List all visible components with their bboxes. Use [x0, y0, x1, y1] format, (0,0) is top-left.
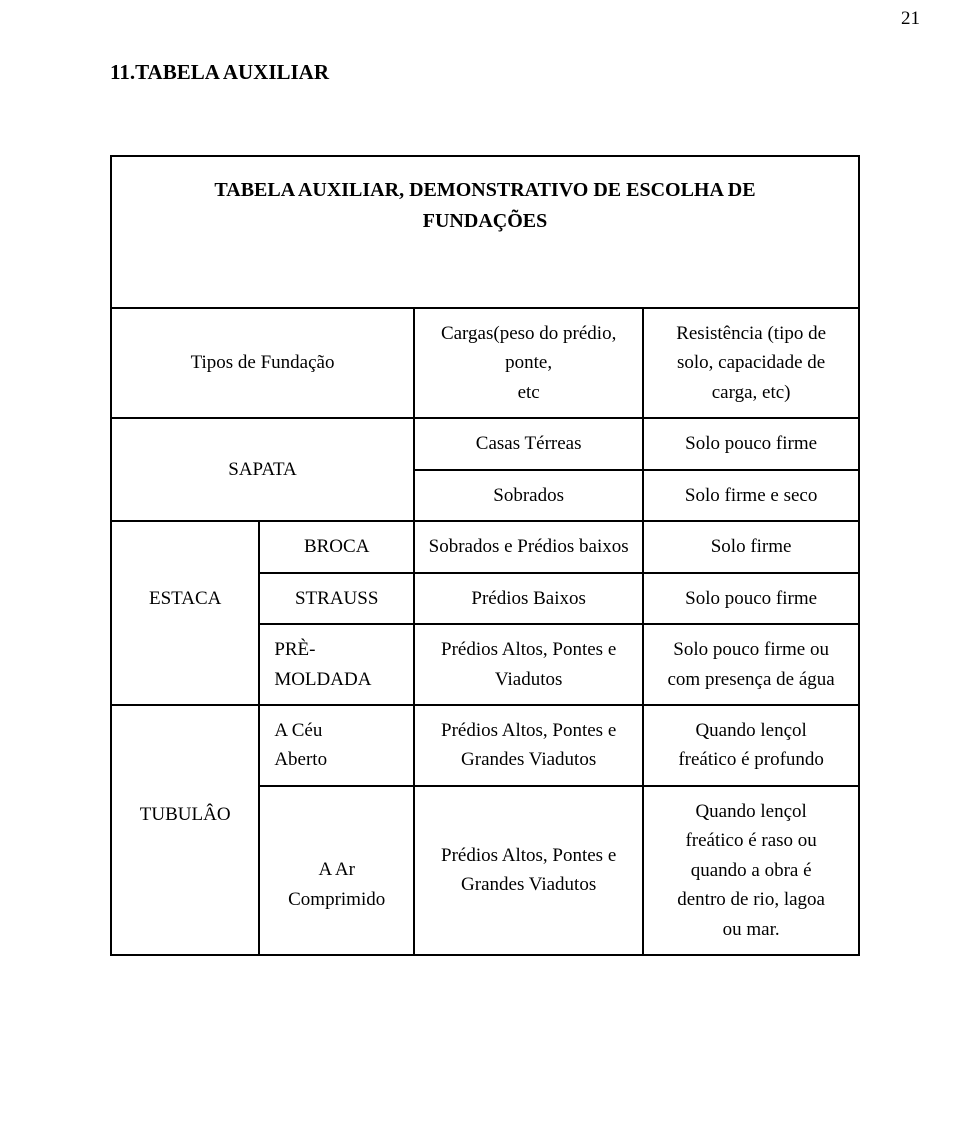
foundations-table: TABELA AUXILIAR, DEMONSTRATIVO DE ESCOLH…	[110, 155, 860, 956]
premoldada-label: PRÈ- MOLDADA	[259, 624, 414, 705]
estaca-label: ESTACA	[111, 573, 259, 624]
sapata-label: SAPATA	[111, 418, 414, 521]
strauss-label: STRAUSS	[259, 573, 414, 624]
broca-label: BROCA	[259, 521, 414, 572]
premoldada-c2: Solo pouco firme ou com presença de água	[643, 624, 859, 705]
premoldada-c2-l2: com presença de água	[668, 669, 835, 690]
ar-c2-l2: freático é raso ou	[685, 830, 816, 851]
ceu-c2-l1: Quando lençol	[695, 720, 806, 741]
ceu-c1-l1: Prédios Altos, Pontes e	[441, 720, 616, 741]
table-title-line2: FUNDAÇÕES	[423, 210, 547, 232]
broca-c2: Solo firme	[643, 521, 859, 572]
premoldada-c1-l2: Viadutos	[495, 669, 562, 690]
header-tipos: Tipos de Fundação	[111, 308, 414, 418]
ar-c2-l1: Quando lençol	[695, 801, 806, 822]
sapata-sobrados: Sobrados	[414, 470, 643, 521]
estaca-spacer-top	[111, 521, 259, 572]
strauss-c1: Prédios Baixos	[414, 573, 643, 624]
ceu-c2-l2: freático é profundo	[678, 749, 824, 770]
premoldada-l1: PRÈ-	[274, 639, 315, 660]
ar-c1-l2: Grandes Viadutos	[461, 874, 596, 895]
sapata-casas-res: Solo pouco firme	[643, 418, 859, 469]
header-res-l2: solo, capacidade de	[677, 352, 825, 373]
page-number: 21	[901, 8, 920, 30]
table-title-line1: TABELA AUXILIAR, DEMONSTRATIVO DE ESCOLH…	[214, 179, 755, 201]
sapata-sobrados-res: Solo firme e seco	[643, 470, 859, 521]
ar-c2-l4: dentro de rio, lagoa	[677, 889, 825, 910]
header-res-l1: Resistência (tipo de	[676, 323, 826, 344]
sapata-casas: Casas Térreas	[414, 418, 643, 469]
ceu-label: A Céu Aberto	[259, 705, 414, 786]
ar-c1-l1: Prédios Altos, Pontes e	[441, 845, 616, 866]
premoldada-c2-l1: Solo pouco firme ou	[673, 639, 829, 660]
header-cargas-l1: Cargas(peso do prédio, ponte,	[441, 323, 616, 373]
tubulao-label: TUBULÂO	[111, 786, 259, 955]
ar-c2: Quando lençol freático é raso ou quando …	[643, 786, 859, 955]
premoldada-c1-l1: Prédios Altos, Pontes e	[441, 639, 616, 660]
section-heading: 11.TABELA AUXILIAR	[110, 60, 860, 85]
ceu-c2: Quando lençol freático é profundo	[643, 705, 859, 786]
ar-label: A Ar Comprimido	[259, 786, 414, 955]
ceu-l1: A Céu	[274, 720, 322, 741]
ceu-l2: Aberto	[274, 749, 327, 770]
header-cargas-l2: etc	[518, 382, 540, 403]
strauss-c2: Solo pouco firme	[643, 573, 859, 624]
tubulao-spacer-top	[111, 705, 259, 786]
broca-c1: Sobrados e Prédios baixos	[414, 521, 643, 572]
header-res-l3: carga, etc)	[712, 382, 791, 403]
ar-l1: A Ar	[318, 859, 354, 880]
ar-c1: Prédios Altos, Pontes e Grandes Viadutos	[414, 786, 643, 955]
header-cargas: Cargas(peso do prédio, ponte, etc	[414, 308, 643, 418]
premoldada-c1: Prédios Altos, Pontes e Viadutos	[414, 624, 643, 705]
ceu-c1: Prédios Altos, Pontes e Grandes Viadutos	[414, 705, 643, 786]
table-title: TABELA AUXILIAR, DEMONSTRATIVO DE ESCOLH…	[111, 156, 859, 308]
header-resistencia: Resistência (tipo de solo, capacidade de…	[643, 308, 859, 418]
ar-l2: Comprimido	[288, 889, 385, 910]
estaca-spacer-bottom	[111, 624, 259, 705]
premoldada-l2: MOLDADA	[274, 669, 371, 690]
ar-c2-l3: quando a obra é	[691, 860, 812, 881]
ar-c2-l5: ou mar.	[723, 919, 780, 940]
ceu-c1-l2: Grandes Viadutos	[461, 749, 596, 770]
